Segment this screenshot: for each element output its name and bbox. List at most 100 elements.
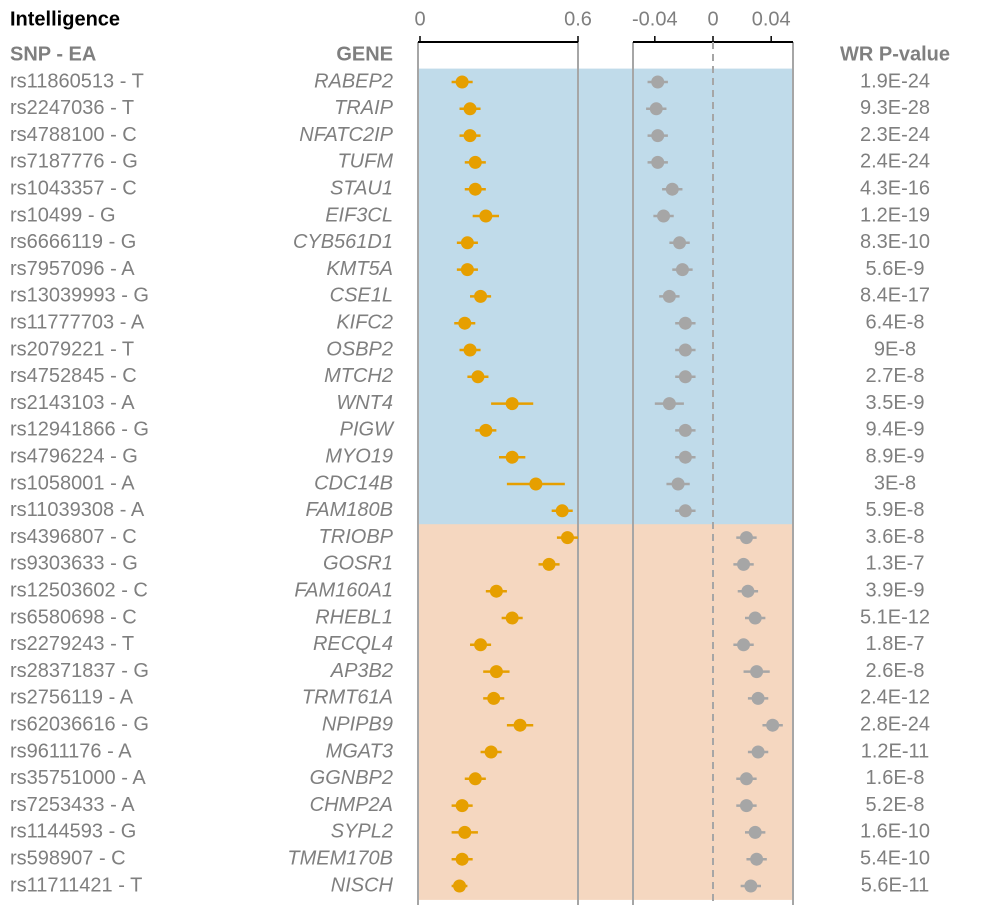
row-band [418, 738, 793, 766]
gene-label: MTCH2 [324, 365, 393, 387]
p-value: 5.9E-8 [866, 499, 925, 521]
point [751, 745, 765, 759]
snp-label: rs2079221 - T [10, 338, 134, 360]
point [560, 531, 574, 545]
point [455, 852, 469, 866]
gene-label: KMT5A [326, 258, 393, 280]
p-value: 3.6E-8 [866, 526, 925, 548]
snp-label: rs2143103 - A [10, 392, 135, 414]
snp-label: rs1144593 - G [10, 821, 136, 843]
snp-label: rs13039993 - G [10, 285, 149, 307]
row-band [418, 792, 793, 820]
gene-label: OSBP2 [326, 338, 393, 360]
snp-label: rs6580698 - C [10, 606, 137, 628]
x-tick-label: 0.6 [564, 8, 592, 30]
gene-label: MGAT3 [326, 740, 393, 762]
snp-label: rs11777703 - A [10, 311, 145, 333]
point [739, 531, 753, 545]
p-value: 5.1E-12 [860, 606, 930, 628]
gene-label: NPIPB9 [322, 713, 393, 735]
x-tick-label: 0.04 [752, 8, 791, 30]
point [741, 584, 755, 598]
point [463, 343, 477, 357]
p-value: 1.2E-11 [861, 740, 930, 762]
row-band [418, 872, 793, 900]
row-band [418, 845, 793, 874]
snp-label: rs35751000 - A [10, 767, 146, 789]
gene-label: WNT4 [336, 392, 393, 414]
point [651, 129, 665, 143]
point [766, 718, 780, 732]
p-value: 5.6E-11 [861, 874, 930, 896]
x-tick-label: -0.04 [632, 8, 678, 30]
point [662, 397, 676, 411]
point [678, 423, 692, 437]
point [748, 611, 762, 625]
point [471, 370, 485, 384]
snp-label: rs4752845 - C [10, 365, 137, 387]
snp-label: rs598907 - C [10, 847, 126, 869]
point [737, 638, 751, 652]
p-value: 2.4E-24 [860, 151, 930, 173]
row-band [418, 68, 793, 96]
gene-label: TMEM170B [287, 847, 393, 869]
row-band [418, 685, 793, 713]
point [487, 691, 501, 705]
point [474, 638, 488, 652]
gene-label: RECQL4 [313, 633, 393, 655]
p-value: 2.7E-8 [866, 365, 925, 387]
point [474, 289, 488, 303]
snp-label: rs9611176 - A [10, 740, 132, 762]
x-tick-label: 0 [414, 8, 425, 30]
chart-title: Intelligence [10, 8, 120, 30]
snp-label: rs11711421 - T [10, 874, 142, 896]
p-value: 6.4E-8 [866, 311, 925, 333]
p-value: 3.9E-9 [866, 579, 925, 601]
point [463, 129, 477, 143]
point [489, 665, 503, 679]
row-band [418, 390, 793, 418]
row-band [418, 309, 793, 338]
row-band [418, 658, 793, 686]
point [657, 209, 671, 223]
gene-label: RABEP2 [314, 70, 393, 92]
snp-label: rs7957096 - A [10, 258, 135, 280]
snp-header: SNP - EA [10, 43, 96, 65]
p-value: 1.2E-19 [860, 204, 930, 226]
snp-label: rs11039308 - A [10, 499, 145, 521]
point [460, 263, 474, 277]
point [555, 504, 569, 518]
snp-label: rs9303633 - G [10, 553, 138, 575]
point [458, 825, 472, 839]
x-tick-label: 0 [707, 8, 718, 30]
point [458, 316, 472, 330]
p-value: 4.3E-16 [860, 177, 930, 199]
p-value: 9E-8 [874, 338, 916, 360]
point [484, 745, 498, 759]
gene-label: NISCH [331, 874, 394, 896]
p-value: 8.4E-17 [860, 285, 930, 307]
point [529, 477, 543, 491]
p-value: 2.4E-12 [860, 687, 930, 709]
p-header: WR P-value [840, 43, 950, 65]
snp-label: rs1058001 - A [10, 472, 135, 494]
gene-label: TUFM [337, 151, 393, 173]
p-value: 1.3E-7 [866, 553, 925, 575]
point [675, 263, 689, 277]
gene-label: PIGW [340, 419, 395, 441]
p-value: 5.2E-8 [866, 794, 925, 816]
point [479, 423, 493, 437]
snp-label: rs1043357 - C [10, 177, 137, 199]
point [750, 852, 764, 866]
p-value: 5.6E-9 [866, 258, 925, 280]
snp-label: rs2756119 - A [10, 687, 134, 709]
point [468, 182, 482, 196]
point [673, 236, 687, 250]
point [739, 799, 753, 813]
p-value: 1.6E-8 [866, 767, 925, 789]
point [665, 182, 679, 196]
gene-header: GENE [336, 43, 393, 65]
point [651, 75, 665, 89]
p-value: 2.8E-24 [860, 713, 930, 735]
